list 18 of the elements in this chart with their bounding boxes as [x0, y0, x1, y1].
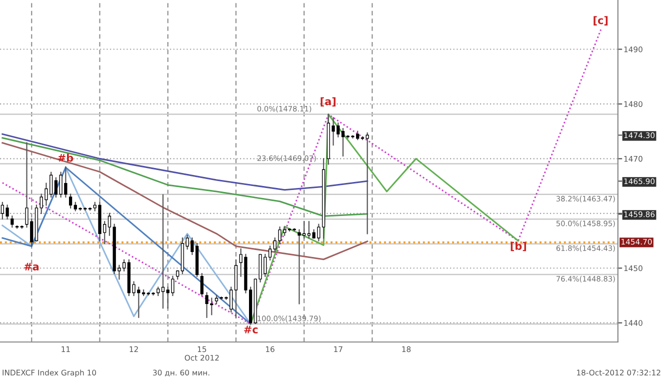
annotation: [a]: [320, 97, 336, 107]
candlestick: [268, 246, 272, 260]
annotation: [c]: [594, 16, 608, 26]
line-series: [2, 142, 368, 260]
annotation: [b]: [510, 242, 526, 252]
candlestick: [10, 216, 14, 228]
annotation: #a: [24, 262, 39, 270]
line-series: [2, 133, 368, 191]
candlestick: [161, 194, 165, 309]
candlestick: [341, 128, 345, 157]
candlestick: [68, 194, 72, 208]
candlestick: [200, 273, 204, 296]
candlestick: [366, 132, 369, 234]
annotation: #c: [244, 326, 258, 334]
line-series: [2, 137, 368, 217]
annotation: #b: [58, 154, 74, 162]
candlestick: [54, 177, 58, 198]
candlestick: [108, 212, 112, 236]
